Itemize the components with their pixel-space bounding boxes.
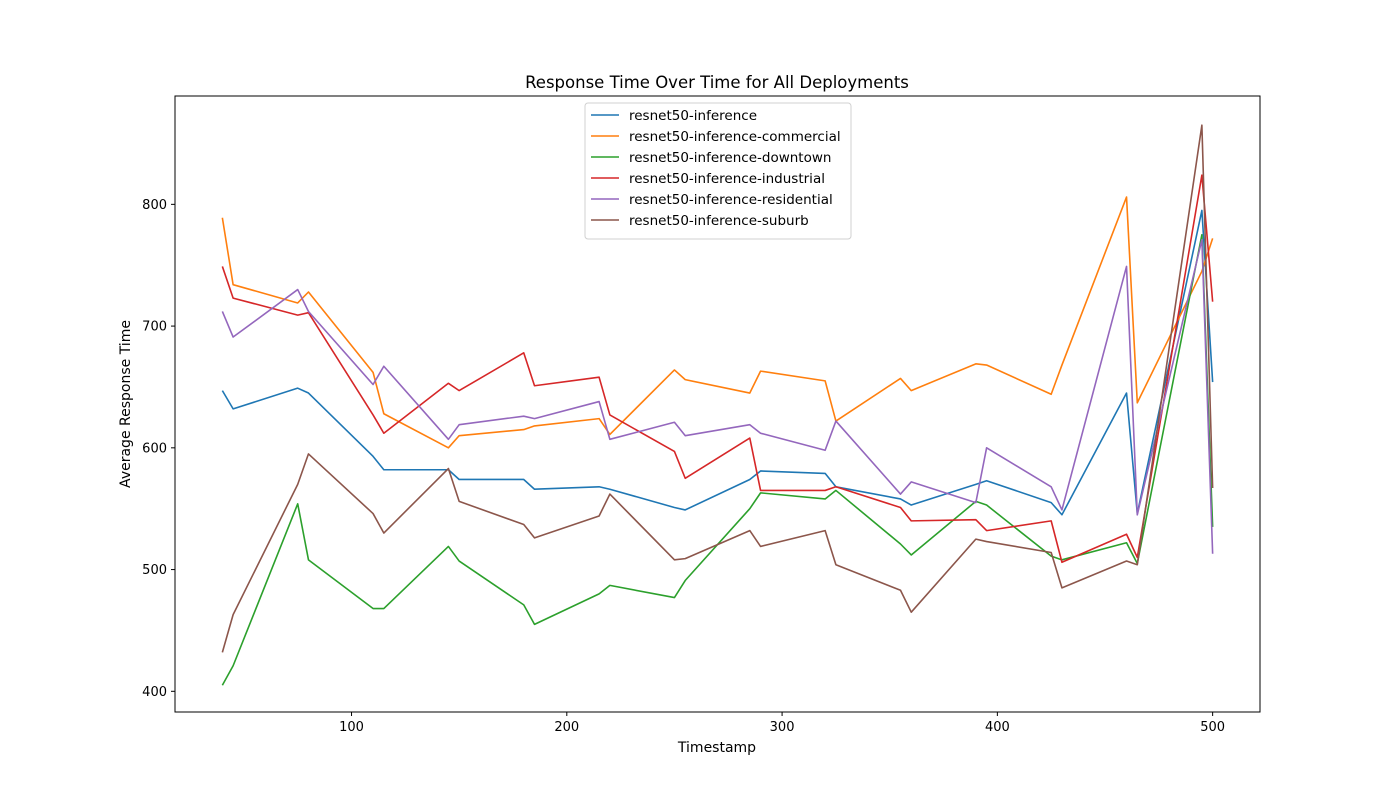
series-line-6 (221, 124, 1214, 653)
y-tick-label: 600 (142, 441, 167, 456)
x-tick-label: 200 (554, 720, 579, 735)
series-line-2 (221, 196, 1214, 449)
x-axis-label: Timestamp (677, 740, 756, 756)
plot-frame (174, 95, 1261, 713)
legend-label: resnet50-inference-downtown (629, 150, 831, 166)
y-tick-label: 700 (142, 320, 167, 335)
y-tick-label: 500 (142, 563, 167, 578)
y-axis-label: Average Response Time (118, 320, 134, 488)
legend-label: resnet50-inference-suburb (629, 213, 809, 229)
series-line-1 (221, 209, 1214, 516)
legend-label: resnet50-inference-residential (629, 192, 833, 208)
x-tick-label: 100 (339, 720, 364, 735)
legend-box (584, 102, 852, 240)
legend-label: resnet50-inference-commercial (629, 129, 841, 145)
y-tick-label: 400 (142, 685, 167, 700)
x-tick-label: 400 (985, 720, 1010, 735)
x-tick-label: 300 (770, 720, 795, 735)
series-lines (221, 124, 1214, 686)
chart-title: Response Time Over Time for All Deployme… (525, 73, 909, 92)
series-line-5 (221, 238, 1214, 554)
legend-label: resnet50-inference (629, 108, 757, 124)
x-tick-label: 500 (1200, 720, 1225, 735)
series-line-4 (221, 174, 1214, 564)
legend-label: resnet50-inference-industrial (629, 171, 825, 187)
x-axis: 100 200 300 400 500 (339, 712, 1225, 735)
y-tick-label: 800 (142, 198, 167, 213)
legend: resnet50-inference resnet50-inference-com… (584, 102, 852, 240)
y-axis: 400 500 600 700 800 (142, 198, 175, 700)
